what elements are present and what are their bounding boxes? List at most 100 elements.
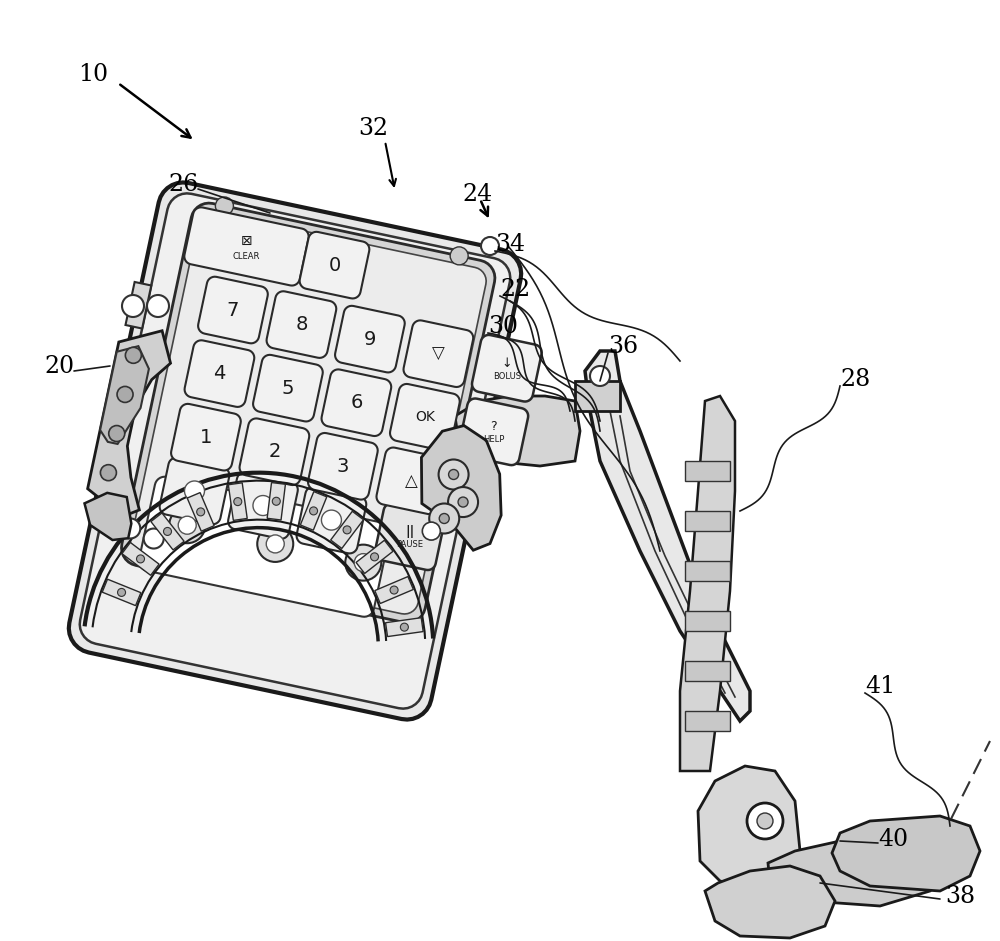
Circle shape	[147, 295, 169, 317]
Text: HELP: HELP	[483, 436, 504, 444]
Circle shape	[178, 517, 196, 534]
Text: 24: 24	[462, 183, 492, 206]
Polygon shape	[421, 425, 501, 550]
Text: 28: 28	[840, 368, 870, 391]
Circle shape	[109, 425, 125, 441]
Circle shape	[371, 553, 379, 561]
Text: PAUSE: PAUSE	[396, 540, 423, 550]
Polygon shape	[240, 419, 309, 485]
Text: 1: 1	[200, 427, 212, 447]
Polygon shape	[331, 511, 363, 549]
Text: △: △	[405, 471, 418, 490]
Circle shape	[144, 529, 164, 549]
Circle shape	[118, 588, 126, 597]
Circle shape	[100, 465, 116, 481]
Polygon shape	[390, 384, 460, 451]
Text: 40: 40	[878, 828, 908, 851]
Circle shape	[215, 197, 233, 215]
Circle shape	[481, 237, 499, 255]
Polygon shape	[356, 540, 393, 573]
Polygon shape	[685, 661, 730, 681]
Text: 36: 36	[608, 335, 638, 358]
Polygon shape	[125, 282, 151, 328]
Polygon shape	[386, 617, 423, 636]
Text: ?: ?	[490, 421, 497, 433]
Text: BOLUS: BOLUS	[493, 372, 521, 381]
Circle shape	[137, 555, 145, 563]
Circle shape	[257, 526, 293, 562]
Polygon shape	[122, 542, 159, 575]
Polygon shape	[100, 346, 149, 444]
Circle shape	[747, 803, 783, 839]
Text: 4: 4	[213, 364, 226, 383]
Polygon shape	[130, 212, 486, 614]
Circle shape	[343, 526, 351, 534]
Circle shape	[400, 623, 408, 631]
Text: 38: 38	[945, 885, 975, 908]
Text: ▽: ▽	[432, 344, 445, 362]
Polygon shape	[685, 611, 730, 631]
Polygon shape	[111, 350, 137, 397]
Circle shape	[449, 470, 459, 480]
Polygon shape	[705, 866, 835, 938]
Text: 10: 10	[78, 63, 108, 86]
Polygon shape	[585, 351, 750, 721]
Polygon shape	[151, 513, 184, 550]
Polygon shape	[139, 477, 390, 616]
Circle shape	[253, 496, 273, 516]
Polygon shape	[300, 231, 369, 298]
Polygon shape	[472, 335, 542, 402]
Polygon shape	[198, 277, 268, 343]
Circle shape	[439, 514, 449, 523]
Polygon shape	[96, 419, 122, 466]
Polygon shape	[88, 330, 171, 517]
Polygon shape	[375, 503, 445, 570]
Text: 9: 9	[364, 329, 376, 348]
Polygon shape	[685, 561, 730, 581]
Text: CLEAR: CLEAR	[233, 252, 260, 261]
Circle shape	[122, 295, 144, 317]
Polygon shape	[69, 183, 521, 720]
Polygon shape	[184, 207, 309, 285]
Polygon shape	[375, 577, 413, 603]
Text: ↓: ↓	[502, 357, 512, 370]
Text: 8: 8	[295, 315, 308, 334]
Circle shape	[450, 247, 468, 264]
Text: 7: 7	[227, 300, 239, 320]
Circle shape	[458, 497, 468, 507]
Text: ||: ||	[405, 525, 414, 538]
Text: 6: 6	[350, 393, 363, 412]
Circle shape	[169, 507, 205, 543]
Circle shape	[590, 366, 610, 386]
Polygon shape	[685, 511, 730, 531]
Text: 41: 41	[865, 675, 895, 698]
Polygon shape	[185, 341, 254, 407]
Circle shape	[390, 586, 398, 594]
Polygon shape	[267, 483, 285, 520]
Polygon shape	[335, 306, 405, 373]
Polygon shape	[376, 448, 446, 514]
Polygon shape	[698, 766, 800, 891]
Polygon shape	[685, 461, 730, 481]
Polygon shape	[121, 203, 495, 623]
Circle shape	[757, 813, 773, 829]
Circle shape	[321, 510, 341, 530]
Polygon shape	[171, 404, 241, 470]
Circle shape	[117, 387, 133, 403]
Text: 3: 3	[337, 456, 349, 476]
Polygon shape	[85, 493, 131, 540]
Circle shape	[197, 508, 205, 516]
Circle shape	[345, 545, 381, 581]
Polygon shape	[455, 396, 580, 466]
Circle shape	[125, 347, 141, 363]
Polygon shape	[768, 836, 950, 906]
Polygon shape	[404, 320, 473, 387]
Polygon shape	[308, 433, 378, 500]
Polygon shape	[680, 396, 735, 771]
Text: 34: 34	[495, 233, 525, 256]
Text: ⊠: ⊠	[241, 234, 252, 248]
Circle shape	[448, 487, 478, 517]
Text: 0: 0	[328, 256, 341, 275]
Text: 2: 2	[268, 442, 281, 461]
Polygon shape	[322, 370, 391, 436]
